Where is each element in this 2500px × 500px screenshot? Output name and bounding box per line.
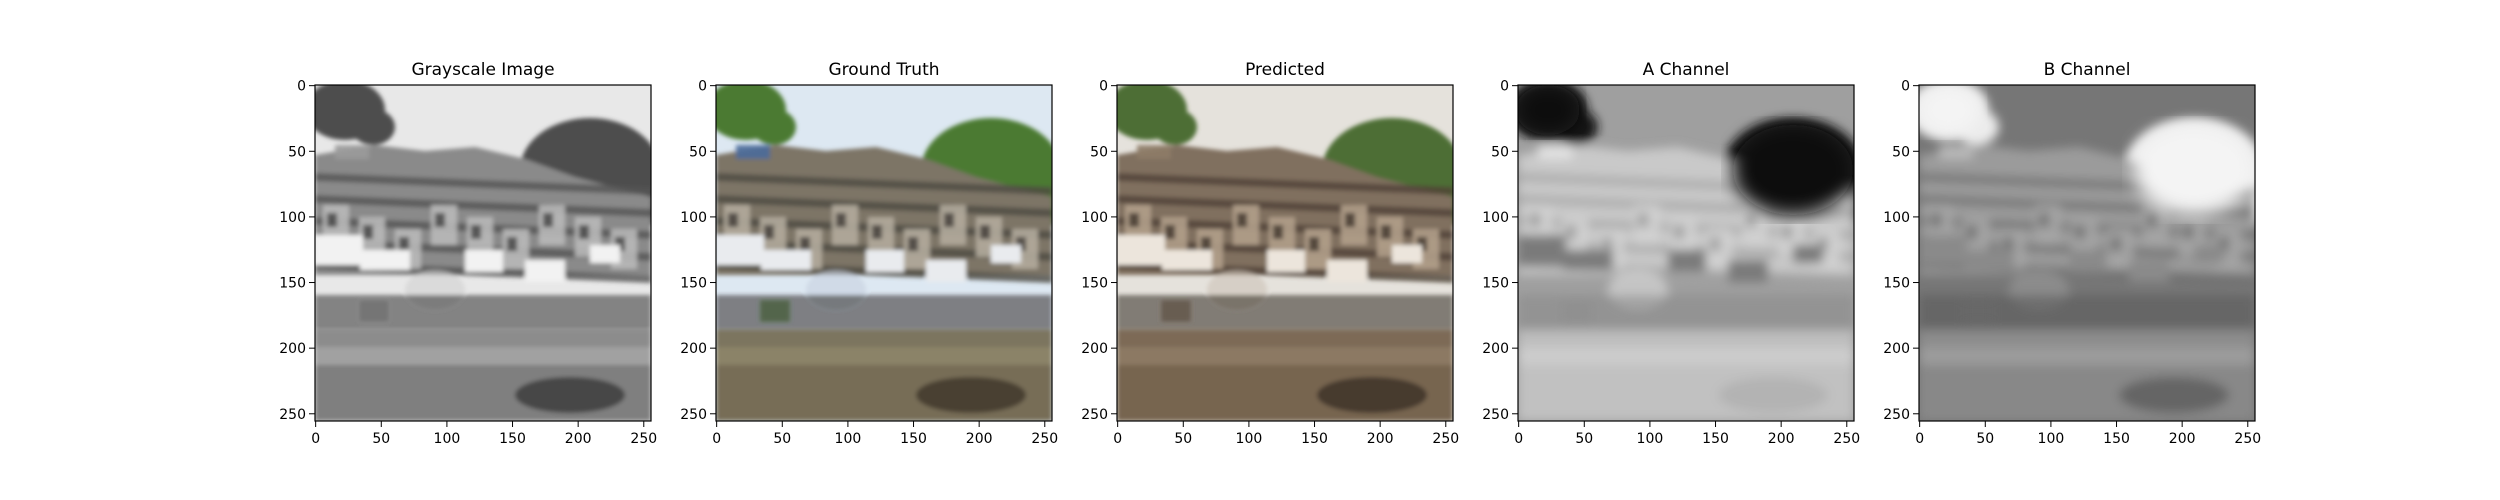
x-tick-label: 100	[434, 431, 461, 447]
y-tick-label: 100	[680, 210, 707, 226]
x-tick-label: 100	[2038, 431, 2065, 447]
x-tick-label: 100	[1236, 431, 1263, 447]
y-tick-label: 250	[1482, 407, 1509, 423]
x-tick-label: 150	[900, 431, 927, 447]
x-tick-label: 0	[712, 431, 721, 447]
x-tick-label: 0	[1915, 431, 1924, 447]
y-tick-label: 50	[1892, 144, 1910, 160]
image-content	[315, 85, 651, 421]
y-tick-label: 150	[1482, 276, 1509, 292]
subplot-5: B Channel 0 50 100 150 200 250 0 50 100 150 200 250	[1883, 60, 2261, 447]
axes-frame	[1116, 84, 1454, 422]
y-tick-label: 150	[680, 276, 707, 292]
x-tick-label: 250	[1833, 431, 1860, 447]
x-tick-label: 200	[565, 431, 592, 447]
y-tick-label: 50	[288, 144, 306, 160]
x-tick-label: 250	[2234, 431, 2261, 447]
y-tick-label: 200	[1883, 341, 1910, 357]
y-tick-label: 200	[279, 341, 306, 357]
y-tick-label: 200	[1482, 341, 1509, 357]
y-tick-label: 0	[1901, 79, 1910, 95]
axes-frame	[314, 84, 652, 422]
axes-frame	[715, 84, 1053, 422]
y-tick-label: 150	[1081, 276, 1108, 292]
x-tick-label: 150	[499, 431, 526, 447]
subplot-title: Ground Truth	[828, 60, 939, 80]
y-tick-label: 250	[1081, 407, 1108, 423]
y-tick-label: 200	[680, 341, 707, 357]
subplot-title: Grayscale Image	[411, 60, 554, 80]
y-tick-label: 250	[1883, 407, 1910, 423]
y-tick-label: 50	[1491, 144, 1509, 160]
x-tick-label: 50	[1976, 431, 1994, 447]
y-tick-label: 50	[689, 144, 707, 160]
y-tick-label: 100	[1883, 210, 1910, 226]
y-tick-label: 150	[1883, 276, 1910, 292]
subplot-title: Predicted	[1245, 60, 1325, 80]
y-tick-label: 200	[1081, 341, 1108, 357]
x-tick-label: 150	[1702, 431, 1729, 447]
image-content	[1117, 85, 1453, 421]
x-tick-label: 250	[630, 431, 657, 447]
x-tick-label: 250	[1031, 431, 1058, 447]
x-tick-label: 50	[1174, 431, 1192, 447]
x-tick-label: 100	[1637, 431, 1664, 447]
y-tick-label: 100	[279, 210, 306, 226]
subplot-2: Ground Truth 0 50 100 150 200 250 0 50 100 150 200 2…	[680, 60, 1058, 447]
y-tick-label: 50	[1090, 144, 1108, 160]
x-tick-label: 200	[2169, 431, 2196, 447]
y-tick-label: 0	[297, 79, 306, 95]
image-content	[716, 85, 1052, 421]
y-tick-label: 0	[1099, 79, 1108, 95]
y-tick-label: 250	[279, 407, 306, 423]
subplot-title: A Channel	[1643, 60, 1730, 80]
x-tick-label: 0	[1113, 431, 1122, 447]
x-tick-label: 0	[1514, 431, 1523, 447]
x-tick-label: 200	[966, 431, 993, 447]
y-tick-label: 0	[1500, 79, 1509, 95]
y-tick-label: 0	[698, 79, 707, 95]
image-content	[1919, 85, 2255, 421]
x-tick-label: 200	[1768, 431, 1795, 447]
y-tick-label: 100	[1081, 210, 1108, 226]
x-tick-label: 250	[1432, 431, 1459, 447]
subplot-title: B Channel	[2044, 60, 2131, 80]
subplot-4: A Channel 0 50 100 150 200 250 0 50 100 150 200 250	[1482, 60, 1860, 447]
y-tick-label: 150	[279, 276, 306, 292]
subplot-1: Grayscale Image 0 50 100 150 200 250 0 50 100 150 2…	[279, 60, 657, 447]
x-tick-label: 100	[835, 431, 862, 447]
axes-frame	[1517, 84, 1855, 422]
x-tick-label: 150	[2103, 431, 2130, 447]
x-tick-label: 150	[1301, 431, 1328, 447]
image-content	[1518, 85, 1854, 421]
axes-frame	[1918, 84, 2256, 422]
y-tick-label: 100	[1482, 210, 1509, 226]
x-tick-label: 200	[1367, 431, 1394, 447]
x-tick-label: 50	[372, 431, 390, 447]
x-tick-label: 50	[773, 431, 791, 447]
x-tick-label: 0	[311, 431, 320, 447]
subplot-3: Predicted 0 50 100 150 200 250 0 50 100 150 200 250	[1081, 60, 1459, 447]
x-tick-label: 50	[1575, 431, 1593, 447]
y-tick-label: 250	[680, 407, 707, 423]
